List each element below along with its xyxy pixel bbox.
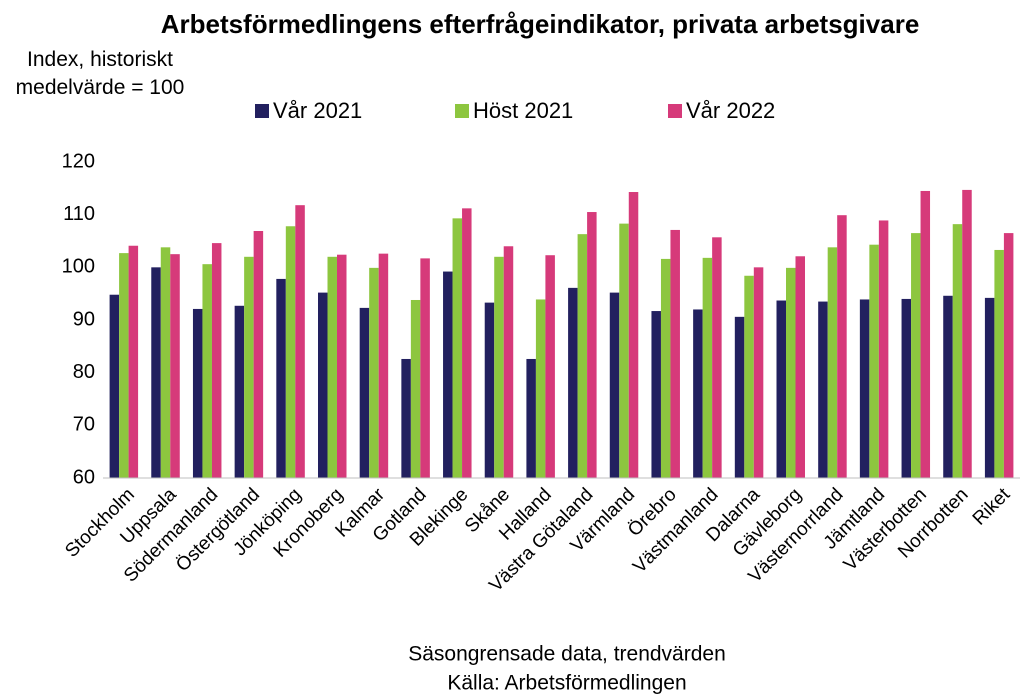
bar [128, 245, 139, 478]
bar [160, 247, 171, 478]
bar [359, 307, 370, 478]
bar [952, 224, 963, 478]
bar [837, 215, 847, 478]
y-tick-label: 90 [73, 308, 95, 330]
bar [577, 234, 588, 478]
bar [818, 301, 828, 478]
bar [651, 311, 661, 478]
bar [410, 299, 421, 478]
bar [462, 208, 472, 478]
bar [786, 267, 796, 478]
bar [327, 256, 337, 478]
y-tick-label: 80 [73, 361, 95, 383]
bar [609, 292, 620, 478]
bar [901, 298, 912, 478]
bar [753, 267, 764, 478]
bar [401, 358, 411, 478]
bar [744, 275, 754, 478]
x-tick-label: Riket [969, 484, 1015, 530]
bar [253, 230, 264, 478]
bar [920, 190, 931, 478]
bar [568, 287, 578, 478]
y-axis-label: Index, historiskt medelvärde = 100 [15, 48, 185, 99]
bar [545, 255, 555, 478]
chart-title: Arbetsförmedlingens efterfrågeindikator,… [160, 9, 920, 39]
legend-label: Höst 2021 [473, 98, 573, 123]
bar [962, 189, 972, 478]
bar [151, 267, 161, 478]
bar [211, 243, 222, 478]
bar [119, 253, 129, 478]
bar [318, 292, 328, 478]
bar [452, 218, 463, 478]
bar [628, 192, 639, 478]
bar [484, 302, 495, 478]
bar [660, 258, 671, 478]
bar [734, 316, 745, 478]
y-tick-label: 100 [62, 256, 95, 278]
y-tick-label: 70 [73, 414, 95, 436]
bar [776, 300, 786, 478]
source: Källa: Arbetsförmedlingen [447, 672, 686, 695]
bar [994, 249, 1004, 478]
y-tick-label: 120 [62, 150, 95, 172]
bar [285, 226, 296, 478]
bar [337, 254, 347, 478]
bar [109, 294, 120, 478]
bar [1003, 233, 1014, 478]
x-axis-label: Säsongrensade data, trendvärden [408, 643, 726, 666]
bar [526, 358, 536, 478]
bar [535, 299, 546, 478]
bar [202, 264, 212, 478]
legend-label: Vår 2021 [273, 98, 362, 123]
bar [702, 257, 713, 478]
bar [984, 297, 995, 478]
legend-swatch [455, 104, 469, 118]
bar [827, 247, 838, 478]
bar [587, 212, 597, 479]
bar [503, 246, 514, 478]
bar [878, 220, 889, 478]
bar [943, 295, 953, 478]
bar [693, 309, 703, 478]
bar [869, 244, 879, 478]
y-tick-label: 60 [73, 466, 95, 488]
bar [244, 256, 254, 478]
bar [619, 223, 629, 478]
bar [276, 278, 286, 478]
bar [795, 256, 805, 478]
legend-label: Vår 2022 [686, 98, 775, 123]
legend-swatch [255, 104, 269, 118]
legend-swatch [668, 104, 682, 118]
bar [911, 233, 921, 478]
bar [378, 253, 389, 478]
bar [670, 229, 680, 478]
bar [192, 308, 203, 478]
bar [712, 237, 722, 478]
bar [295, 205, 305, 479]
bar [170, 254, 180, 478]
bar [494, 256, 504, 478]
bar [420, 258, 430, 478]
bar [234, 305, 245, 478]
bar [443, 271, 453, 478]
bar [369, 267, 379, 478]
bar [859, 299, 870, 478]
y-tick-label: 110 [63, 203, 95, 225]
